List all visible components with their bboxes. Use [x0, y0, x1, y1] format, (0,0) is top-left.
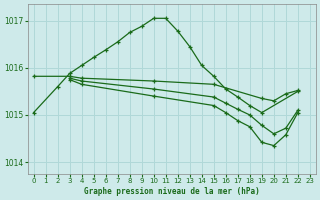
X-axis label: Graphe pression niveau de la mer (hPa): Graphe pression niveau de la mer (hPa): [84, 187, 260, 196]
